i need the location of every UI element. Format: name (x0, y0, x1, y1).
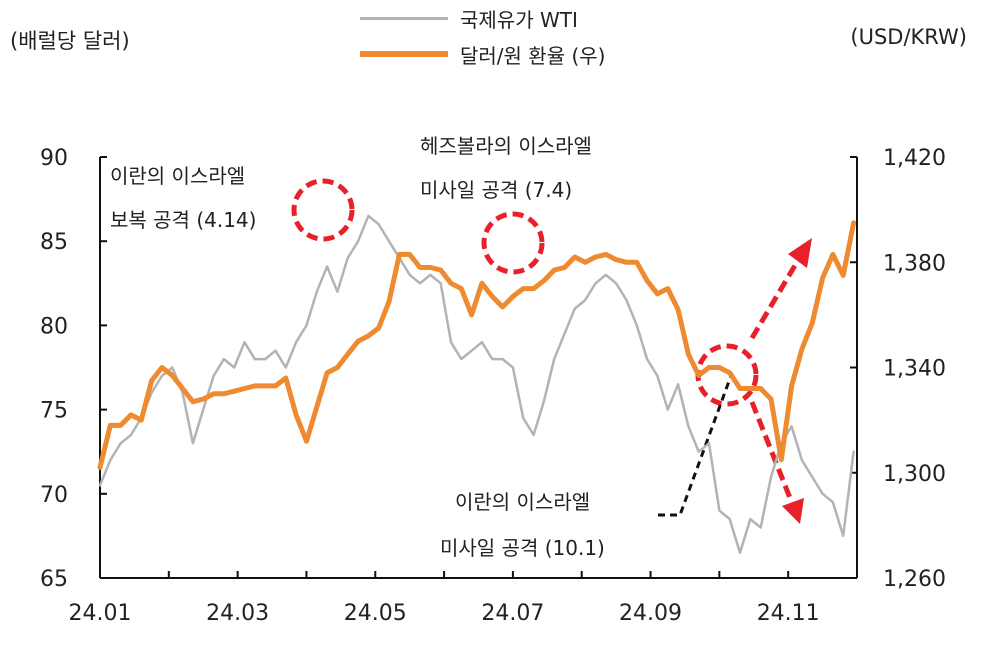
legend-item-wti: 국제유가 WTI (360, 2, 605, 34)
fx-up-arrow-line (749, 255, 803, 340)
right-y-tick-label: 1,340 (883, 357, 946, 382)
legend-label-usdkrw: 달러/원 환율 (우) (460, 43, 606, 68)
x-tick-label: 24.05 (344, 601, 407, 626)
x-tick-label: 24.03 (206, 601, 269, 626)
legend-label-wti: 국제유가 WTI (460, 7, 578, 32)
left-y-tick-label: 65 (40, 567, 68, 592)
annotation-october-line1: 이란의 이스라엘 (455, 490, 591, 514)
annotation-july-line1: 헤즈볼라의 이스라엘 (420, 134, 592, 158)
right-y-tick-label: 1,300 (883, 462, 946, 487)
left-y-tick-label: 90 (40, 146, 68, 171)
axes-group: 65 70 75 80 85 90 1,260 1,300 1,340 1,380 1,420 24.… (40, 146, 946, 626)
legend-swatch-wti (360, 16, 448, 20)
right-axis-label: (USD/KRW) (850, 25, 967, 49)
annotation-october-line2: 미사일 공격 (10.1) (440, 536, 605, 560)
annotation-july-line2: 미사일 공격 (7.4) (420, 178, 573, 202)
x-tick-label: 24.01 (69, 601, 132, 626)
highlight-circle-april (291, 178, 355, 242)
oil-down-arrow-head (782, 498, 804, 524)
legend-item-usdkrw: 달러/원 환율 (우) (360, 38, 605, 70)
left-y-tick-label: 80 (40, 314, 68, 339)
series-line-wti (98, 214, 855, 554)
legend-swatch-usdkrw (360, 51, 448, 57)
x-tick-label: 24.09 (619, 601, 682, 626)
series-line-usdkrw (97, 220, 857, 470)
left-y-tick-label: 70 (40, 483, 68, 508)
legend: 국제유가 WTI 달러/원 환율 (우) (360, 2, 605, 70)
right-y-tick-label: 1,420 (883, 146, 946, 171)
series-lines (97, 214, 857, 554)
left-y-tick-label: 85 (40, 230, 68, 255)
x-tick-label: 24.07 (481, 601, 544, 626)
annotation-april-line2: 보복 공격 (4.14) (110, 208, 257, 232)
left-y-tick-label: 75 (40, 399, 68, 424)
x-tick-label: 24.11 (757, 601, 820, 626)
oil-down-arrow-line (749, 401, 795, 504)
highlight-circle-october (695, 343, 759, 407)
right-y-tick-label: 1,260 (883, 567, 946, 592)
annotation-marks (291, 178, 812, 524)
oil-trend-dashed-line (658, 372, 734, 517)
highlight-circle-july (481, 211, 545, 275)
left-axis-label: (배럴당 달러) (10, 29, 130, 53)
fx-up-arrow-head (788, 238, 812, 268)
annotation-april-line1: 이란의 이스라엘 (110, 164, 246, 188)
right-y-tick-label: 1,380 (883, 251, 946, 276)
